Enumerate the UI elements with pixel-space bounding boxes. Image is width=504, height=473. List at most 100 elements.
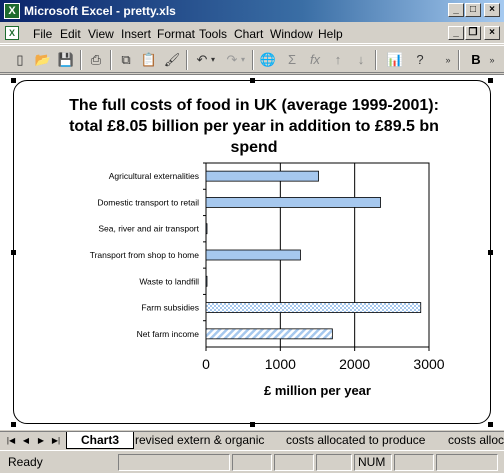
sheet-tab-chart3[interactable]: Chart3: [66, 432, 135, 449]
workbook-icon[interactable]: X: [5, 26, 19, 40]
status-panel: [274, 454, 314, 471]
minimize-button[interactable]: _: [448, 3, 464, 17]
toolbar-options-icon[interactable]: »: [489, 55, 495, 65]
category-label: Farm subsidies: [141, 303, 199, 313]
sheet-tab-costs-alloc[interactable]: costs alloc: [448, 433, 504, 447]
excel-icon: X: [4, 3, 20, 19]
chart-sheet: The full costs of food in UK (average 19…: [0, 74, 504, 430]
help-icon[interactable]: ?: [416, 52, 424, 67]
menu-help[interactable]: Help: [318, 27, 343, 41]
category-label: Sea, river and air transport: [98, 224, 199, 234]
chart-title-line: The full costs of food in UK (average 19…: [69, 97, 439, 114]
function-icon[interactable]: fx: [309, 52, 321, 67]
selection-handle[interactable]: [488, 422, 493, 427]
category-label: Net farm income: [137, 329, 200, 339]
redo-icon[interactable]: ↷: [226, 52, 238, 67]
first-sheet-icon[interactable]: |◀: [6, 436, 16, 445]
status-num: NUM: [354, 454, 392, 471]
category-label: Agricultural externalities: [109, 171, 199, 181]
sheet-tab-bar: |◀ ◀ ▶ ▶| Chart3 revised extern & organi…: [0, 431, 504, 449]
selection-handle[interactable]: [11, 422, 16, 427]
x-axis-label: £ million per year: [264, 383, 371, 398]
sort-ascending-icon[interactable]: ↑: [334, 52, 342, 67]
x-tick-label: 3000: [413, 356, 444, 372]
sheet-tab-costs-allocated[interactable]: costs allocated to produce: [286, 433, 426, 447]
status-ready: Ready: [8, 455, 43, 469]
selection-handle[interactable]: [250, 78, 255, 83]
open-icon[interactable]: 📂: [34, 52, 52, 67]
menu-view[interactable]: View: [88, 27, 114, 41]
status-panel: [118, 454, 230, 471]
selection-handle[interactable]: [488, 250, 493, 255]
menu-chart[interactable]: Chart: [234, 27, 264, 41]
next-sheet-icon[interactable]: ▶: [37, 436, 45, 445]
bar: [205, 197, 381, 208]
copy-icon[interactable]: ⧉: [121, 52, 131, 67]
new-icon[interactable]: ▯: [16, 52, 24, 67]
last-sheet-icon[interactable]: ▶|: [51, 436, 61, 445]
status-panel: [394, 454, 434, 471]
window-title: Microsoft Excel - pretty.xls: [24, 4, 176, 18]
bar: [205, 302, 422, 313]
print-icon[interactable]: ⎙: [90, 52, 102, 67]
menu-format[interactable]: Format: [157, 27, 196, 41]
status-panel: [436, 454, 498, 471]
menu-window[interactable]: Window: [270, 27, 313, 41]
format-painter-icon[interactable]: 🖌: [163, 52, 181, 67]
sheet-tab-revised-extern[interactable]: revised extern & organic: [135, 433, 265, 447]
chart-title-line: total £8.05 billion per year in addition…: [69, 118, 439, 135]
close-button[interactable]: ×: [484, 3, 500, 17]
chart-area[interactable]: The full costs of food in UK (average 19…: [13, 80, 491, 424]
x-tick-label: 0: [202, 356, 210, 372]
prev-sheet-icon[interactable]: ◀: [22, 436, 30, 445]
chart-wizard-icon[interactable]: 📊: [386, 52, 404, 67]
toolbar-separator: [80, 50, 82, 70]
chart-title-line: spend: [230, 139, 278, 156]
selection-handle[interactable]: [250, 422, 255, 427]
chart-title[interactable]: The full costs of food in UK (average 19…: [54, 95, 454, 158]
autosum-icon[interactable]: Σ: [287, 52, 297, 67]
toolbar-separator: [110, 50, 112, 70]
category-label: Transport from shop to home: [90, 250, 200, 260]
bar: [205, 170, 319, 182]
bar: [205, 223, 208, 235]
status-panel: [232, 454, 272, 471]
category-label: Domestic transport to retail: [97, 197, 199, 207]
toolbar-separator: [458, 50, 460, 70]
toolbar-separator: [252, 50, 254, 70]
status-panel: [316, 454, 352, 471]
toolbar-separator: [186, 50, 188, 70]
bar: [205, 328, 333, 340]
menu-tools[interactable]: Tools: [199, 27, 228, 41]
selection-handle[interactable]: [11, 250, 16, 255]
selection-handle[interactable]: [488, 78, 493, 83]
menu-edit[interactable]: Edit: [60, 27, 81, 41]
undo-dropdown-icon[interactable]: ▾: [210, 55, 215, 64]
x-tick-label: 1000: [265, 356, 296, 372]
save-icon[interactable]: 💾: [57, 52, 75, 67]
maximize-button[interactable]: □: [465, 3, 481, 17]
hyperlink-icon[interactable]: 🌐: [259, 52, 277, 67]
bar: [205, 275, 208, 287]
category-label: Waste to landfill: [139, 276, 199, 286]
undo-icon[interactable]: ↶: [196, 52, 208, 67]
toolbar-separator: [375, 50, 377, 70]
menu-insert[interactable]: Insert: [121, 27, 152, 41]
bold-button[interactable]: B: [471, 52, 481, 67]
selection-handle[interactable]: [11, 78, 16, 83]
paste-icon[interactable]: 📋: [140, 52, 158, 67]
doc-close-button[interactable]: ×: [484, 26, 500, 40]
standard-toolbar: ▯ 📂 💾 ⎙ ⧉ 📋 🖌 ↶ ▾ ↷ ▾ 🌐 Σ fx ↑ ↓ 📊 ? » B…: [0, 45, 504, 73]
doc-restore-button[interactable]: ❐: [465, 26, 481, 40]
sort-descending-icon[interactable]: ↓: [357, 52, 365, 67]
redo-dropdown-icon[interactable]: ▾: [240, 55, 245, 64]
bar: [205, 249, 301, 261]
toolbar-options-icon[interactable]: »: [445, 55, 451, 65]
title-bar: X Microsoft Excel - pretty.xls _ □ ×: [0, 0, 504, 22]
status-bar: Ready NUM: [0, 450, 504, 473]
bar-chart: 0 1000 2000 3000 Agricultural externalities D…: [90, 162, 445, 398]
doc-minimize-button[interactable]: _: [448, 26, 464, 40]
x-tick-label: 2000: [339, 356, 370, 372]
menu-bar: X File Edit View Insert Format Tools Cha…: [0, 22, 504, 44]
menu-file[interactable]: File: [33, 27, 53, 41]
